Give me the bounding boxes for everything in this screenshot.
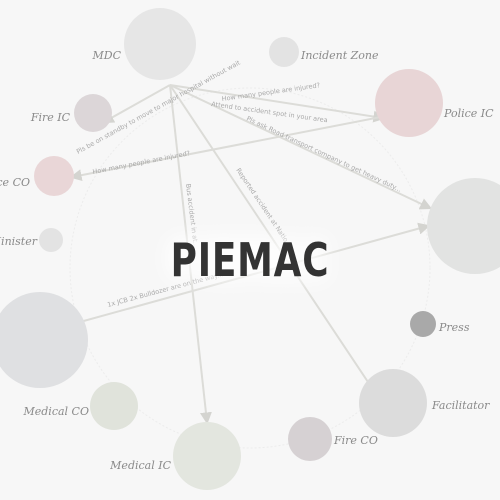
node-medical-ic[interactable] (173, 422, 241, 490)
node-labels-layer: MDC Incident Zone Police IC Fire IC Poli… (0, 49, 494, 472)
node-police-ic[interactable] (375, 69, 443, 137)
node-medical-co[interactable] (90, 382, 138, 430)
node-label-mdc: MDC (92, 49, 122, 62)
edge-line[interactable] (169, 84, 371, 386)
node-label-minister: Minister (0, 235, 38, 248)
node-label-medical-co: Medical CO (22, 405, 89, 418)
node-label-medical-ic: Medical IC (109, 459, 171, 472)
nodes-layer (0, 8, 500, 490)
node-minister[interactable] (39, 228, 63, 252)
node-press[interactable] (410, 311, 436, 337)
edges-layer (69, 84, 433, 425)
node-right-big[interactable] (427, 178, 500, 274)
node-label-facilitator: Facilitator (431, 399, 490, 412)
node-label-police-co: Police CO (0, 176, 30, 189)
node-left-big[interactable] (0, 292, 88, 388)
diagram-title: PIEMAC (170, 233, 330, 287)
layout-ring (69, 87, 431, 449)
edge-line[interactable] (101, 84, 171, 124)
node-label-police-ic: Police IC (443, 107, 494, 120)
node-fire-co[interactable] (288, 417, 332, 461)
edge-label: How many people are injured? (92, 149, 191, 176)
node-incident-zone[interactable] (269, 37, 299, 67)
node-facilitator[interactable] (359, 369, 427, 437)
node-label-press: Press (438, 321, 470, 334)
node-fire-ic[interactable] (74, 94, 112, 132)
node-label-incident-zone: Incident Zone (300, 49, 379, 62)
edge-line[interactable] (69, 115, 387, 182)
edge-label: Pls ask Road transport company to get he… (245, 115, 402, 194)
edge-line[interactable] (169, 84, 212, 425)
node-mdc[interactable] (124, 8, 196, 80)
node-label-fire-ic: Fire IC (30, 111, 71, 124)
edge-line[interactable] (79, 222, 431, 323)
edge-line[interactable] (169, 84, 386, 123)
node-label-fire-co: Fire CO (333, 434, 378, 447)
edge-line[interactable] (169, 84, 433, 210)
node-police-co[interactable] (34, 156, 74, 196)
